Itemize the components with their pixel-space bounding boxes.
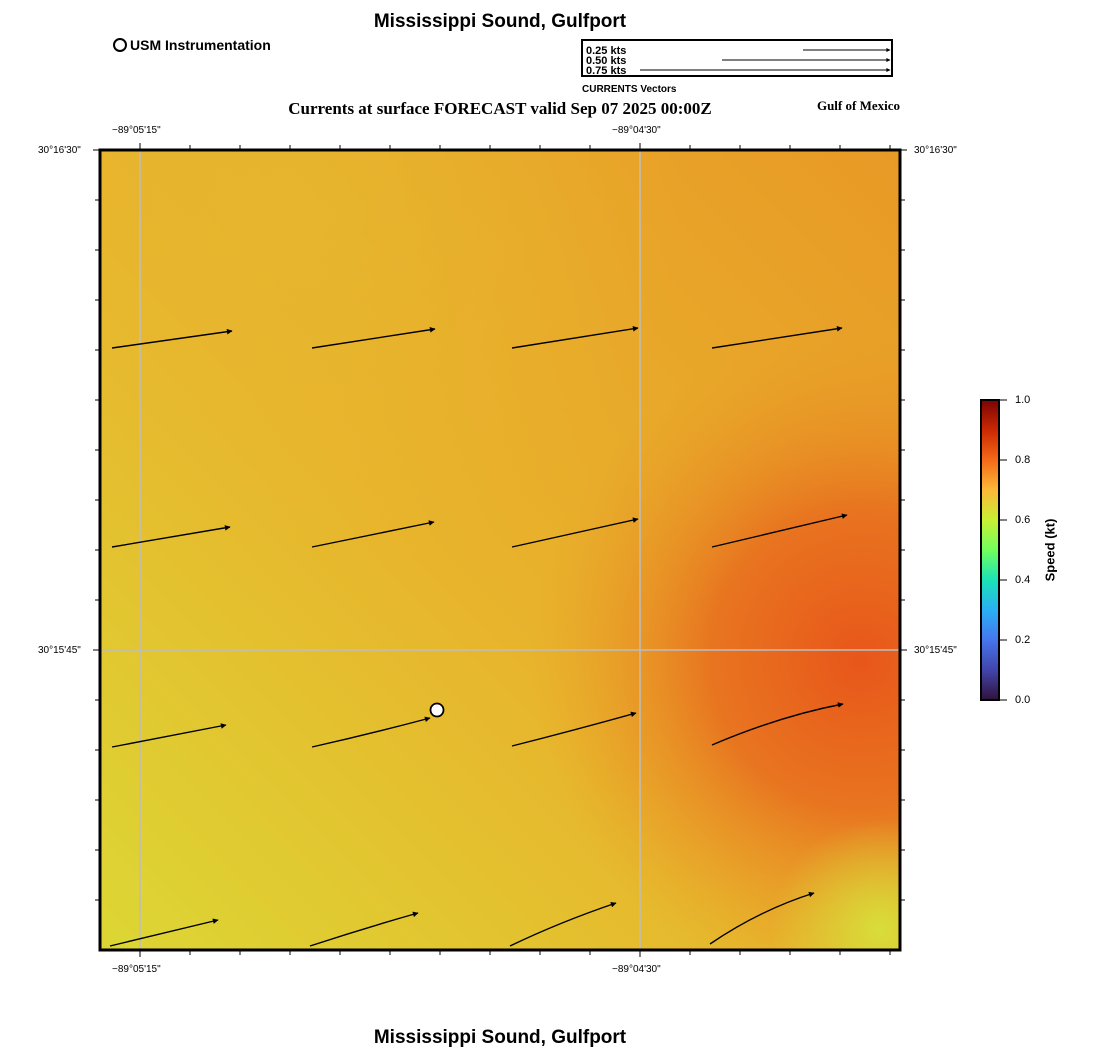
frame-ticks (93, 143, 907, 957)
current-vector (709, 891, 815, 945)
graticule (100, 150, 900, 950)
vector-legend-arrows (640, 48, 891, 72)
current-vector (311, 520, 435, 548)
forecast-subtitle: Currents at surface FORECAST valid Sep 0… (288, 99, 712, 118)
lon-label-bottom-right: −89°04'30" (612, 964, 661, 975)
region-label: Gulf of Mexico (816, 98, 900, 113)
current-vector (509, 901, 617, 947)
vector-scale-legend: 0.25 kts 0.50 kts 0.75 kts (581, 39, 893, 77)
colorbar-tick-label: 0.0 (1015, 694, 1031, 706)
lon-label-bottom-left: −89°05'15" (112, 964, 161, 975)
current-vector (109, 918, 219, 947)
current-vector (511, 711, 637, 747)
current-vector (711, 513, 848, 548)
current-vector (711, 325, 843, 349)
current-vector (309, 911, 419, 947)
current-vector (311, 327, 436, 349)
vector-legend-row-2: 0.50 kts (586, 55, 627, 67)
lon-label-top-left: −89°05'15" (112, 125, 161, 136)
colorbar-tick-label: 0.6 (1015, 514, 1031, 526)
usm-legend-label: USM Instrumentation (130, 37, 271, 53)
vector-legend-row-1: 0.25 kts (586, 45, 627, 57)
current-vector (111, 525, 231, 548)
lat-label-right-mid: 30°15'45" (914, 645, 957, 656)
current-vector (711, 702, 844, 746)
vector-legend-row-3: 0.75 kts (586, 65, 627, 77)
current-vector (111, 723, 227, 748)
vector-legend-caption: CURRENTS Vectors (582, 84, 677, 95)
colorbar-tick-label: 0.8 (1015, 454, 1031, 466)
colorbar-tick-label: 0.4 (1015, 574, 1031, 586)
station-marker-icon (113, 38, 127, 52)
current-vector (111, 328, 233, 349)
current-vector (311, 716, 431, 748)
speed-colorbar (980, 399, 1007, 701)
lat-label-left-top: 30°16'30" (38, 145, 81, 156)
map-title: Mississippi Sound, Gulfport (373, 11, 627, 32)
lon-label-top-right: −89°04'30" (612, 125, 661, 136)
lat-label-right-top: 30°16'30" (914, 145, 957, 156)
usm-station-marker[interactable] (429, 702, 445, 718)
colorbar-tick-label: 1.0 (1015, 394, 1031, 406)
colorbar-title: Speed (kt) (1042, 518, 1058, 582)
current-speed-field (100, 150, 900, 950)
lat-label-left-mid: 30°15'45" (38, 645, 81, 656)
current-vectors (109, 325, 848, 947)
current-vector (511, 326, 639, 349)
colorbar-tick-label: 0.2 (1015, 634, 1031, 646)
current-vector (511, 517, 639, 548)
footer-title: Mississippi Sound, Gulfport (373, 1027, 627, 1048)
usm-instrumentation-legend: USM Instrumentation (113, 37, 271, 53)
